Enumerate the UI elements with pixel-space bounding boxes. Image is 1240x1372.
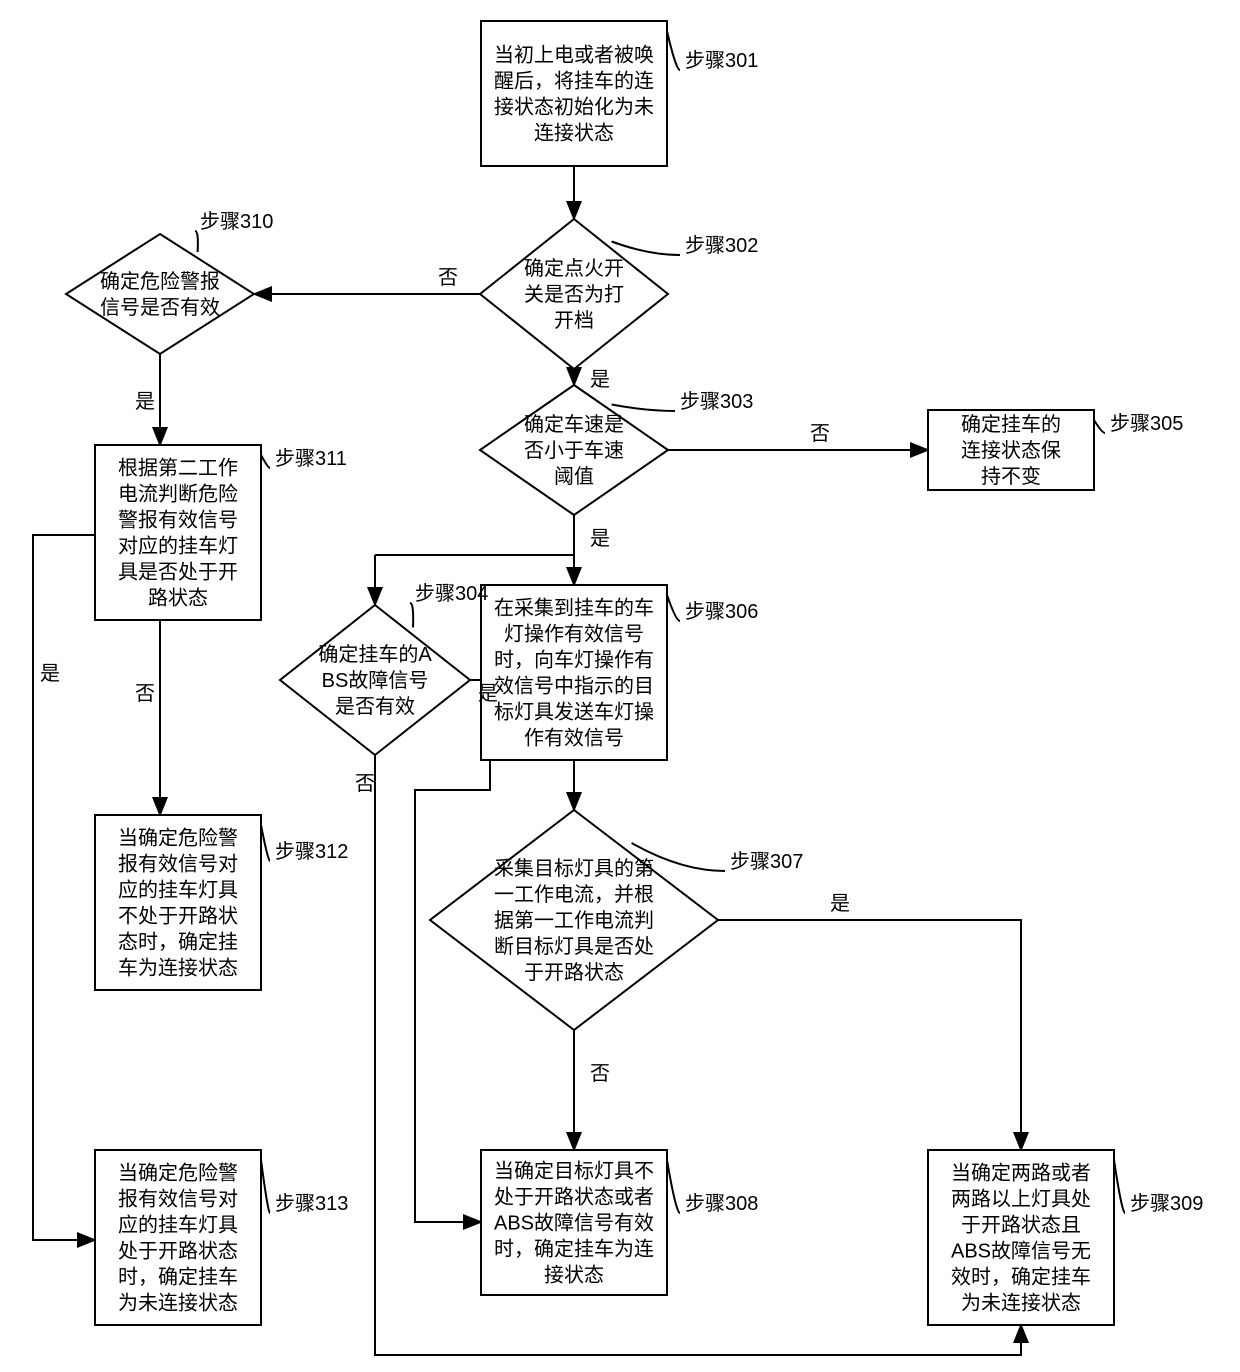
step-label-n310: 步骤310 [200,210,273,233]
step-label-n308: 步骤308 [685,1192,758,1215]
step-label-n313: 步骤313 [275,1192,348,1215]
edge-label-15: 是 [40,663,60,685]
step-label-n307: 步骤307 [730,850,803,873]
step-label-n301: 步骤301 [685,49,758,72]
edge-12 [375,755,1021,1355]
edge-label-3: 否 [810,423,830,445]
step-label-n305: 步骤305 [1110,412,1183,435]
step-label-n306: 步骤306 [685,600,758,623]
step-label-n304: 步骤304 [415,582,488,605]
edge-label-12: 否 [355,773,375,795]
node-n310 [66,234,254,354]
edge-label-9: 否 [590,1063,610,1085]
edge-label-13: 是 [135,391,155,413]
step-label-n311: 步骤311 [275,447,347,470]
step-label-n303: 步骤303 [680,390,753,413]
step-label-n302: 步骤302 [685,234,758,257]
edge-label-14: 否 [135,683,155,705]
edge-label-4: 是 [590,528,610,550]
edge-label-1: 是 [590,369,610,391]
edge-10 [718,920,1021,1150]
step-label-n312: 步骤312 [275,840,348,863]
edge-15 [33,535,95,1240]
edge-label-11: 是 [478,683,498,705]
edge-label-2: 否 [438,267,458,289]
edge-label-10: 是 [830,893,850,915]
step-label-n309: 步骤309 [1130,1192,1203,1215]
